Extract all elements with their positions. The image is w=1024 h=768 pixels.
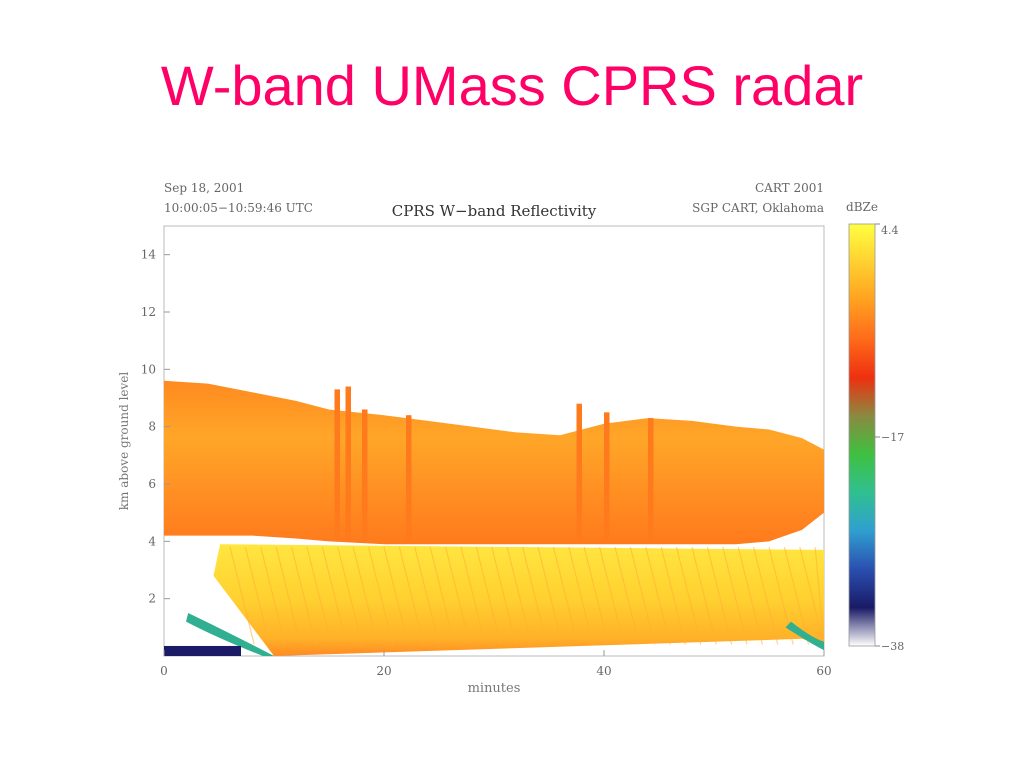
fall-streak — [398, 546, 425, 645]
plot-area — [164, 380, 824, 656]
fall-streak — [799, 546, 824, 645]
colorbar-tick-label: −17 — [881, 431, 904, 444]
fall-streak-layer — [213, 544, 824, 656]
header-date: Sep 18, 2001 — [164, 181, 244, 195]
colorbar-unit-label: dBZe — [846, 200, 878, 214]
upper-cloud-layer — [164, 380, 824, 545]
y-tick-label: 12 — [141, 305, 156, 319]
reflectivity-tower — [576, 403, 582, 542]
fall-streak — [660, 546, 686, 645]
fall-streak — [383, 546, 409, 645]
y-tick-label: 10 — [141, 362, 156, 376]
fall-streak — [537, 546, 563, 645]
colorbar — [848, 223, 876, 647]
x-tick-label: 40 — [596, 664, 611, 678]
fall-streak — [260, 546, 286, 645]
reflectivity-tower — [604, 412, 610, 542]
fall-streak — [568, 546, 594, 645]
chart-title: CPRS W−band Reflectivity — [392, 202, 597, 220]
fall-streak — [491, 546, 517, 645]
x-axis-label: minutes — [468, 681, 521, 696]
fall-streak — [645, 546, 671, 645]
header-time-range: 10:00:05−10:59:46 UTC — [164, 201, 313, 215]
fall-streak — [244, 546, 271, 645]
fall-streak — [321, 546, 348, 645]
fall-streak — [229, 546, 255, 645]
x-tick-label: 0 — [160, 664, 168, 678]
colorbar-tick-label: 4.4 — [881, 224, 899, 237]
reflectivity-tower — [345, 386, 351, 542]
reflectivity-tower — [406, 415, 412, 542]
fall-streak — [368, 546, 394, 645]
colorbar-ticks: 4.4 −17 −38 — [875, 223, 904, 653]
slide-title: W-band UMass CPRS radar — [160, 54, 864, 117]
fall-streak — [753, 546, 779, 645]
reflectivity-tower — [334, 389, 340, 542]
header-campaign: CART 2001 — [755, 181, 824, 195]
y-tick-label: 2 — [148, 592, 156, 606]
x-tick-label: 20 — [376, 664, 391, 678]
ground-clutter — [164, 645, 241, 656]
fall-streak — [506, 546, 532, 645]
fall-streak — [737, 546, 763, 645]
fall-streak — [676, 546, 702, 645]
fall-streak — [445, 546, 471, 645]
reflectivity-tower — [648, 418, 654, 542]
fall-streak — [429, 546, 455, 645]
x-tick-label: 60 — [816, 664, 831, 678]
fall-streak — [599, 546, 625, 645]
low-echo-right — [785, 621, 824, 651]
y-tick-label: 6 — [148, 477, 156, 491]
fall-streak — [475, 546, 502, 645]
fall-streak — [275, 546, 301, 645]
fall-streak — [722, 546, 748, 645]
fall-streak — [552, 546, 579, 645]
reflectivity-tower — [362, 409, 368, 542]
fall-streak — [460, 546, 486, 645]
y-tick-label: 8 — [148, 420, 156, 434]
fall-streak — [814, 547, 824, 645]
fall-streak — [337, 546, 363, 645]
radar-reflectivity-chart: Sep 18, 2001 10:00:05−10:59:46 UTC CPRS … — [117, 181, 904, 696]
colorbar-tick-label: −38 — [881, 640, 904, 653]
y-tick-label: 14 — [141, 248, 157, 262]
fall-streak — [629, 546, 656, 645]
y-axis-label: km above ground level — [117, 372, 131, 511]
fall-streak — [783, 546, 810, 645]
fall-streak — [583, 546, 609, 645]
axis-ticks: 0 20 40 60 2 4 6 8 10 12 14 — [141, 248, 832, 678]
fall-streak — [291, 546, 317, 645]
y-tick-label: 4 — [148, 534, 156, 548]
fall-streak — [352, 546, 378, 645]
fall-streak — [691, 546, 717, 645]
low-echo-left — [186, 613, 274, 656]
fall-streak — [706, 546, 733, 645]
fall-streak — [414, 546, 440, 645]
header-site: SGP CART, Oklahoma — [692, 201, 824, 215]
fall-streak — [306, 546, 332, 645]
fall-streak — [522, 546, 548, 645]
fall-streak — [614, 546, 640, 645]
